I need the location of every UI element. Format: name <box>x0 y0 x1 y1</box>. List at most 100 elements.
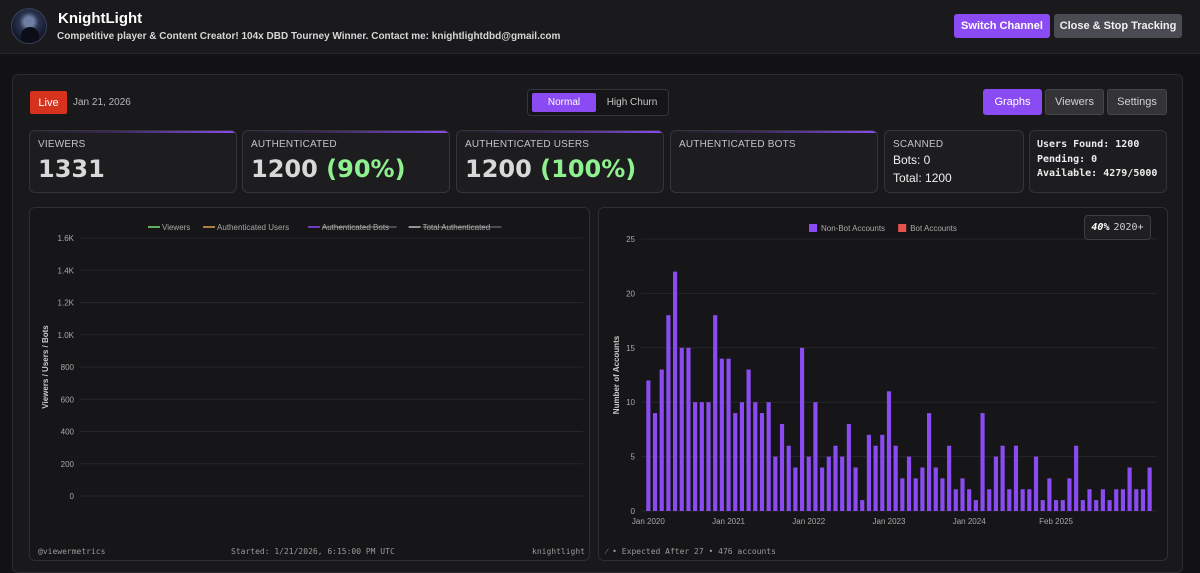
bar[interactable] <box>813 402 818 511</box>
bar[interactable] <box>1067 478 1072 511</box>
bar[interactable] <box>846 423 851 511</box>
bar[interactable] <box>1060 500 1065 511</box>
y-tick-label: 600 <box>61 395 75 404</box>
bar[interactable] <box>1054 500 1059 511</box>
bar[interactable] <box>1040 500 1045 511</box>
bar[interactable] <box>1094 500 1099 511</box>
legend-item[interactable]: Bot Accounts <box>898 224 957 233</box>
bar[interactable] <box>993 456 998 511</box>
bar[interactable] <box>893 445 898 511</box>
bar[interactable] <box>719 358 724 511</box>
bar[interactable] <box>927 413 932 511</box>
bar[interactable] <box>906 456 912 511</box>
bar[interactable] <box>1107 500 1112 511</box>
bar[interactable] <box>913 478 918 511</box>
mode-high-churn-button[interactable]: High Churn <box>606 97 658 108</box>
close-stop-tracking-button[interactable]: Close & Stop Tracking <box>1054 14 1182 38</box>
bar[interactable] <box>1114 489 1119 511</box>
bar[interactable] <box>1080 500 1085 511</box>
bar-footer-text: • Expected After 27 • 476 accounts <box>612 547 776 556</box>
bar[interactable] <box>686 347 691 511</box>
bar[interactable] <box>987 489 992 511</box>
bar[interactable] <box>967 489 972 511</box>
bar[interactable] <box>826 456 831 511</box>
bar[interactable] <box>1140 489 1146 511</box>
bar[interactable] <box>646 380 651 511</box>
bar[interactable] <box>779 423 785 511</box>
bar[interactable] <box>1047 478 1052 511</box>
bar[interactable] <box>880 434 885 511</box>
year-filter-button[interactable]: 40% 2020+ <box>1084 215 1151 240</box>
bar[interactable] <box>746 369 751 511</box>
bar[interactable] <box>786 445 791 511</box>
bar[interactable] <box>947 445 952 511</box>
legend-item[interactable]: Total Authenticated <box>408 223 502 232</box>
bar[interactable] <box>1000 445 1005 511</box>
bar[interactable] <box>1013 445 1019 511</box>
bar[interactable] <box>739 402 744 511</box>
bar[interactable] <box>806 456 811 511</box>
bar[interactable] <box>1007 489 1012 511</box>
bar[interactable] <box>960 478 965 511</box>
y-tick-label: 20 <box>626 289 635 298</box>
bar[interactable] <box>840 456 845 511</box>
bar[interactable] <box>679 347 684 511</box>
bar[interactable] <box>1020 489 1025 511</box>
bar[interactable] <box>666 315 671 511</box>
bar[interactable] <box>1027 489 1032 511</box>
authenticated-bots-card: AUTHENTICATED BOTS <box>670 130 878 193</box>
bar[interactable] <box>726 358 731 511</box>
bar[interactable] <box>673 271 678 511</box>
tab-viewers[interactable]: Viewers <box>1045 89 1104 115</box>
bar[interactable] <box>652 413 658 511</box>
bar[interactable] <box>753 402 758 511</box>
bar[interactable] <box>973 500 978 511</box>
bar[interactable] <box>860 500 865 511</box>
bar[interactable] <box>873 445 878 511</box>
bar[interactable] <box>900 478 905 511</box>
x-tick-label: Jan 2024 <box>953 517 986 526</box>
legend-item[interactable]: Viewers <box>148 223 190 232</box>
bar[interactable] <box>1134 489 1139 511</box>
bar[interactable] <box>980 413 985 511</box>
bar[interactable] <box>659 369 664 511</box>
legend-item[interactable]: Authenticated Users <box>203 223 289 232</box>
bar-footer: ⁄ • Expected After 27 • 476 accounts <box>606 547 776 556</box>
bar[interactable] <box>713 315 718 511</box>
bar[interactable] <box>940 478 945 511</box>
tab-settings[interactable]: Settings <box>1107 89 1167 115</box>
bar[interactable] <box>693 402 698 511</box>
legend-label: Authenticated Users <box>217 223 289 232</box>
bar[interactable] <box>833 445 838 511</box>
bar[interactable] <box>759 413 765 511</box>
bar[interactable] <box>1033 456 1039 511</box>
bar[interactable] <box>953 489 958 511</box>
bar[interactable] <box>773 456 778 511</box>
mode-normal-button[interactable]: Normal <box>532 93 596 112</box>
legend-item[interactable]: Non-Bot Accounts <box>809 224 885 233</box>
bar[interactable] <box>1120 489 1125 511</box>
bar[interactable] <box>1074 445 1079 511</box>
bar[interactable] <box>853 467 858 511</box>
bar[interactable] <box>920 467 925 511</box>
bar[interactable] <box>933 467 938 511</box>
scanned-label: SCANNED <box>893 139 944 150</box>
bar[interactable] <box>886 391 892 511</box>
bar[interactable] <box>1087 489 1092 511</box>
bar[interactable] <box>706 402 711 511</box>
line-chart-canvas: 0 200 400 600 800 1.0K 1.2K 1.4K 1.6K Viewers / U… <box>41 223 583 501</box>
bar[interactable] <box>733 413 738 511</box>
bar[interactable] <box>766 402 771 511</box>
bar[interactable] <box>699 402 704 511</box>
bar[interactable] <box>866 434 871 511</box>
switch-channel-button[interactable]: Switch Channel <box>954 14 1050 38</box>
authenticated-users-value: 1200 (100%) <box>465 155 636 183</box>
bar[interactable] <box>1100 489 1105 511</box>
legend-item[interactable]: Authenticated Bots <box>307 223 397 232</box>
bar[interactable] <box>820 467 825 511</box>
bar[interactable] <box>1127 467 1132 511</box>
bar[interactable] <box>1147 467 1152 511</box>
bar[interactable] <box>800 347 805 511</box>
bar[interactable] <box>793 467 798 511</box>
tab-graphs[interactable]: Graphs <box>983 89 1042 115</box>
